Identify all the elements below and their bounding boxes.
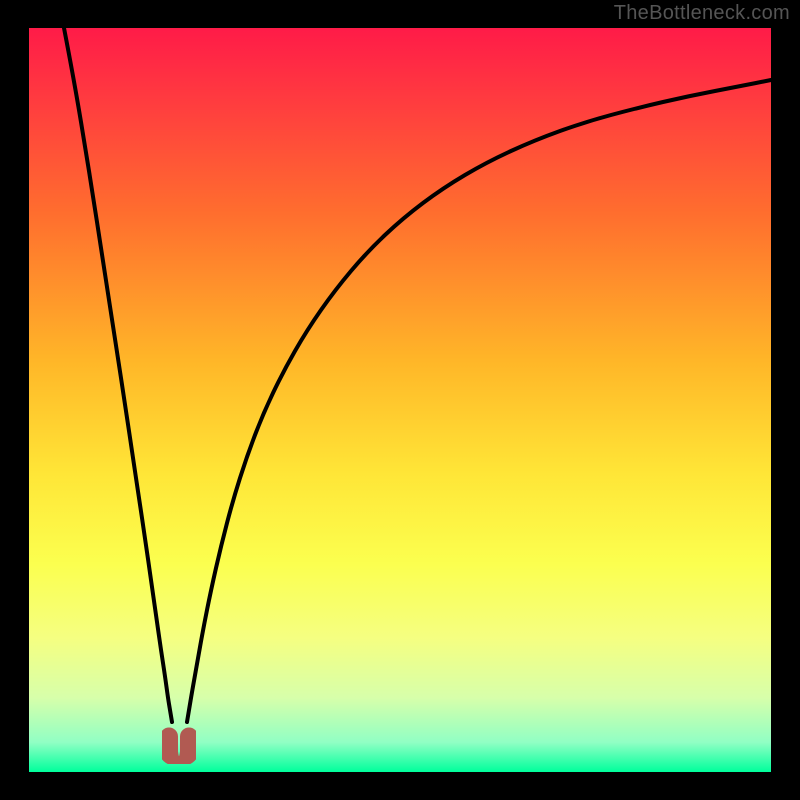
watermark-text: TheBottleneck.com bbox=[614, 2, 790, 25]
bottleneck-curve bbox=[29, 28, 771, 772]
minimum-marker bbox=[162, 722, 196, 764]
minimum-marker-shape bbox=[162, 722, 196, 764]
curve-right-branch bbox=[187, 80, 771, 722]
curve-left-branch bbox=[64, 28, 172, 722]
plot-area bbox=[29, 28, 771, 772]
